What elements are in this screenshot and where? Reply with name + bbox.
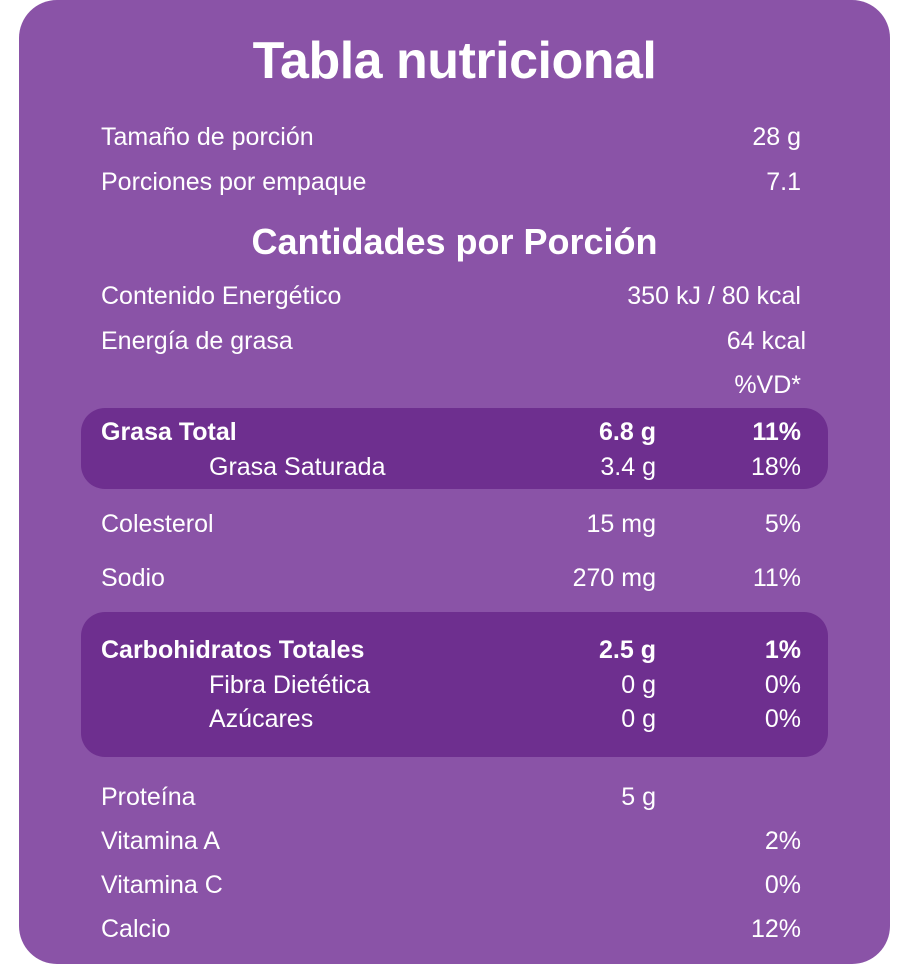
- vitamin-c-dv: 0%: [764, 871, 801, 899]
- fiber-amount: 0 g: [621, 671, 656, 699]
- cholesterol-label: Colesterol: [101, 510, 214, 538]
- cholesterol-dv: 5%: [764, 510, 801, 538]
- total-carbs-amount: 2.5 g: [599, 636, 656, 664]
- vitamin-c-label: Vitamina C: [101, 871, 223, 899]
- sodium-label: Sodio: [101, 564, 165, 592]
- protein-amount: 5 g: [621, 783, 656, 811]
- sugars-dv: 0%: [764, 705, 801, 733]
- total-fat-dv: 11%: [752, 418, 801, 446]
- fat-energy-label: Energía de grasa: [101, 327, 293, 355]
- sodium-dv: 11%: [752, 564, 801, 592]
- section-title: Cantidades por Porción: [251, 221, 658, 262]
- fat-panel: [81, 408, 828, 489]
- protein-label: Proteína: [101, 783, 196, 811]
- calcium-row: Calcio 12%: [19, 912, 890, 946]
- fiber-label: Fibra Dietética: [209, 671, 371, 699]
- fiber-dv: 0%: [764, 671, 801, 699]
- fiber-row: Fibra Dietética 0 g 0%: [19, 668, 890, 702]
- sodium-amount: 270 mg: [572, 564, 656, 592]
- vitamin-a-dv: 2%: [764, 827, 801, 855]
- protein-row: Proteína 5 g: [19, 780, 890, 814]
- fat-energy-value: 64 kcal: [726, 327, 806, 355]
- dv-header-row: %VD*: [19, 368, 890, 402]
- energy-row: Contenido Energético 350 kJ / 80 kcal: [19, 279, 890, 313]
- cholesterol-row: Colesterol 15 mg 5%: [19, 507, 890, 541]
- energy-value: 350 kJ / 80 kcal: [627, 282, 801, 310]
- calcium-dv: 12%: [750, 915, 801, 943]
- saturated-fat-dv: 18%: [750, 453, 801, 481]
- nutrition-table-title: Tabla nutricional: [252, 32, 657, 90]
- total-fat-amount: 6.8 g: [599, 418, 656, 446]
- total-fat-label: Grasa Total: [101, 418, 237, 446]
- nutrition-card: Tabla nutricional Tamaño de porción 28 g…: [19, 0, 890, 964]
- serving-size-row: Tamaño de porción 28 g: [19, 120, 890, 154]
- saturated-fat-amount: 3.4 g: [600, 453, 656, 481]
- carbohydrates-panel: [81, 612, 828, 757]
- cholesterol-amount: 15 mg: [586, 510, 656, 538]
- sugars-label: Azúcares: [209, 705, 314, 733]
- dv-header: %VD*: [734, 371, 801, 399]
- vitamin-a-label: Vitamina A: [101, 827, 221, 855]
- total-fat-row: Grasa Total 6.8 g 11%: [19, 415, 890, 449]
- calcium-label: Calcio: [101, 915, 171, 943]
- servings-per-pack-value: 7.1: [766, 168, 801, 196]
- energy-label: Contenido Energético: [101, 282, 342, 310]
- servings-per-pack-label: Porciones por empaque: [101, 168, 367, 196]
- saturated-fat-label: Grasa Saturada: [209, 453, 386, 481]
- saturated-fat-row: Grasa Saturada 3.4 g 18%: [19, 450, 890, 484]
- serving-size-value: 28 g: [752, 123, 801, 151]
- vitamin-a-row: Vitamina A 2%: [19, 824, 890, 858]
- sugars-amount: 0 g: [621, 705, 656, 733]
- serving-size-label: Tamaño de porción: [101, 123, 314, 151]
- total-carbs-label: Carbohidratos Totales: [101, 636, 365, 664]
- fat-energy-row: Energía de grasa 64 kcal: [19, 324, 890, 358]
- vitamin-c-row: Vitamina C 0%: [19, 868, 890, 902]
- total-carbs-row: Carbohidratos Totales 2.5 g 1%: [19, 633, 890, 667]
- total-carbs-dv: 1%: [764, 636, 801, 664]
- sodium-row: Sodio 270 mg 11%: [19, 561, 890, 595]
- sugars-row: Azúcares 0 g 0%: [19, 702, 890, 736]
- servings-per-pack-row: Porciones por empaque 7.1: [19, 165, 890, 199]
